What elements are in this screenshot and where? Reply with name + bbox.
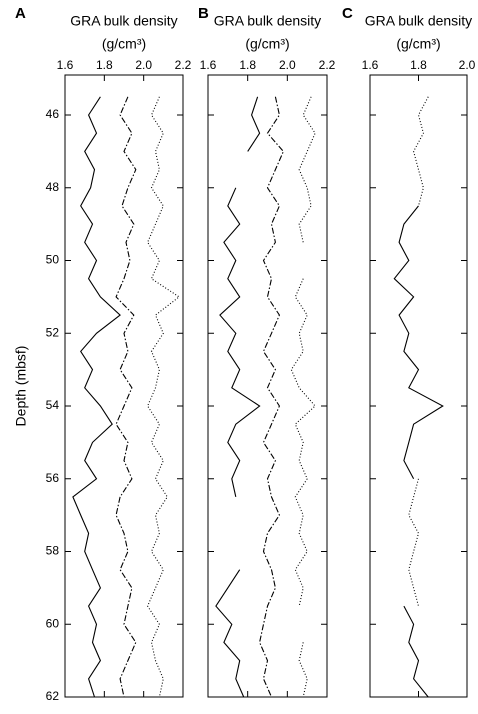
chart-title: GRA bulk density <box>214 13 321 29</box>
x-tick-label: 1.8 <box>410 58 427 72</box>
density-line <box>72 96 121 698</box>
y-axis-label: Depth (mbsf) <box>13 346 29 427</box>
y-tick-label: 52 <box>46 325 60 339</box>
y-tick-label: 62 <box>46 689 60 703</box>
density-line <box>146 96 181 698</box>
density-line <box>115 96 137 698</box>
panel-label: A <box>15 5 26 22</box>
y-tick-label: 56 <box>46 471 60 485</box>
x-tick-label: 2.2 <box>319 58 336 72</box>
x-tick-label: 1.8 <box>239 58 256 72</box>
density-line <box>393 205 444 698</box>
panel-label: C <box>342 5 353 22</box>
y-tick-label: 50 <box>46 253 60 267</box>
chart-subtitle: (g/cm³) <box>102 36 146 52</box>
density-line <box>259 96 285 698</box>
x-tick-label: 2.2 <box>175 58 192 72</box>
density-line <box>290 96 316 698</box>
chart-title: GRA bulk density <box>365 13 472 29</box>
chart-subtitle: (g/cm³) <box>396 36 440 52</box>
plot-frame <box>64 74 184 698</box>
x-tick-label: 1.6 <box>57 58 74 72</box>
x-tick-label: 2.0 <box>279 58 296 72</box>
y-tick-label: 58 <box>46 544 60 558</box>
plot-frame <box>369 74 468 698</box>
x-tick-label: 2.0 <box>135 58 152 72</box>
y-tick-label: 48 <box>46 180 60 194</box>
panel-label: B <box>198 5 209 22</box>
x-tick-label: 1.6 <box>362 58 379 72</box>
chart-title: GRA bulk density <box>70 13 177 29</box>
density-line <box>408 96 429 607</box>
density-line <box>215 96 261 698</box>
y-tick-label: 60 <box>46 616 60 630</box>
y-tick-label: 46 <box>46 107 60 121</box>
x-tick-label: 1.8 <box>96 58 113 72</box>
plot-frame <box>207 74 328 698</box>
x-tick-label: 2.0 <box>459 58 476 72</box>
x-tick-label: 1.6 <box>200 58 217 72</box>
y-tick-label: 54 <box>46 398 60 412</box>
chart-subtitle: (g/cm³) <box>245 36 289 52</box>
